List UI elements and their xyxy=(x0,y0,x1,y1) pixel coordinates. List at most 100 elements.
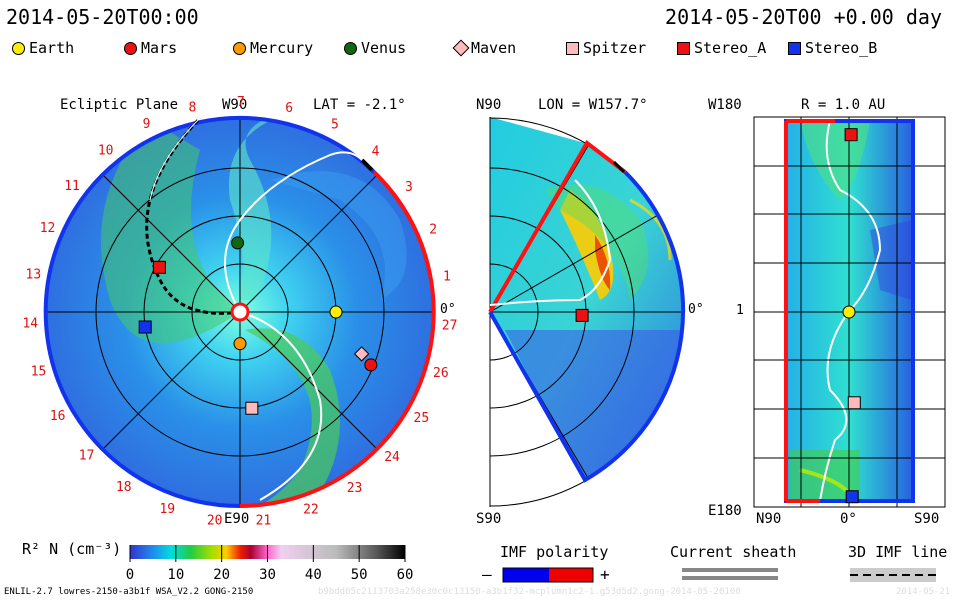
watermark: b9bdd05c2113703a258e30c0c13150-a3b1f32-m… xyxy=(318,587,741,597)
stereo-a-marker xyxy=(844,128,858,142)
legend-venus: Venus xyxy=(344,38,406,58)
colorbar-tick-label: 10 xyxy=(167,567,184,583)
radial-bottom-left-label: E180 xyxy=(708,503,742,519)
sector-tick-label: 15 xyxy=(31,364,47,379)
sector-tick-label: 10 xyxy=(98,144,114,159)
sector-tick-label: 17 xyxy=(79,448,95,463)
model-info: ENLIL-2.7 lowres-2150-a3b1f WSA_V2.2 GON… xyxy=(4,587,254,597)
current-sheath-title: Current sheath xyxy=(670,543,797,561)
spitzer-marker xyxy=(245,401,259,415)
radial-mid-left-label: 1 xyxy=(736,303,744,318)
sector-tick-label: 24 xyxy=(384,450,400,465)
colorbar-label: R² N (cm⁻³) xyxy=(22,540,122,558)
ecliptic-bottom-label: E90 xyxy=(224,511,250,527)
sector-tick-label: 19 xyxy=(159,502,175,517)
sector-tick-label: 25 xyxy=(414,411,430,426)
mars-marker-icon xyxy=(124,41,137,55)
timestamp-left: 2014-05-20T00:00 xyxy=(6,5,199,29)
venus-marker xyxy=(231,236,245,250)
stereo-b-marker xyxy=(845,490,859,504)
meridional-lon-label: LON = W157.7° xyxy=(538,97,648,113)
sector-tick-label: 6 xyxy=(285,101,293,116)
current-sheath-swatch xyxy=(682,568,778,572)
radial-x-tick-0: 0° xyxy=(840,511,857,527)
mercury-marker xyxy=(233,337,247,351)
radial-x-tick-n90: N90 xyxy=(756,511,782,527)
meridional-top-label: N90 xyxy=(476,97,502,113)
sector-tick-label: 22 xyxy=(303,503,319,518)
sector-tick-label: 2 xyxy=(429,223,437,238)
spitzer-marker xyxy=(847,396,861,410)
colorbar-tick-label: 50 xyxy=(351,567,368,583)
stereo-b-marker-icon xyxy=(788,41,801,55)
radial-r-label: R = 1.0 AU xyxy=(801,97,886,113)
sector-tick-label: 13 xyxy=(26,268,42,283)
ecliptic-top-label: W90 xyxy=(222,97,248,113)
imf-line-title: 3D IMF line xyxy=(848,543,948,561)
sector-tick-label: 7 xyxy=(237,95,245,110)
radial-x-tick-s90: S90 xyxy=(914,511,940,527)
sector-tick-label: 8 xyxy=(188,100,196,115)
colorbar-tick-label: 30 xyxy=(259,567,276,583)
imf-positive-swatch xyxy=(549,568,593,582)
stereo-b-marker xyxy=(138,320,152,334)
ecliptic-title: Ecliptic Plane xyxy=(60,97,179,113)
legend-stereo-a: Stereo_A xyxy=(677,38,766,58)
spitzer-marker-icon xyxy=(566,41,579,55)
venus-marker-icon xyxy=(344,41,357,55)
sector-tick-label: 4 xyxy=(372,145,380,160)
meridional-bottom-label: S90 xyxy=(476,511,502,527)
imf-polarity-title: IMF polarity xyxy=(500,543,609,561)
sector-tick-label: 26 xyxy=(433,366,449,381)
sector-tick-label: 14 xyxy=(22,316,38,331)
maven-marker xyxy=(353,346,370,362)
sector-tick-label: 1 xyxy=(443,269,451,284)
earth-marker xyxy=(329,305,343,319)
ecliptic-panel xyxy=(43,116,436,508)
stereo-a-marker-icon xyxy=(677,41,690,55)
colorbar-ticks: 0 10 20 30 40 50 60 xyxy=(126,545,414,583)
radial-bodies xyxy=(842,128,861,504)
meridional-bodies xyxy=(575,308,589,322)
sun-marker-icon xyxy=(230,302,250,322)
sector-tick-label: 18 xyxy=(116,480,132,495)
sector-tick-label: 23 xyxy=(347,481,363,496)
colorbar-tick-label: 40 xyxy=(305,567,322,583)
sector-tick-label: 9 xyxy=(143,117,151,132)
radial-top-left-label: W180 xyxy=(708,97,742,113)
sector-tick-label: 21 xyxy=(256,514,272,529)
meridional-right-label: 0° xyxy=(688,302,704,317)
mars-marker xyxy=(364,358,378,372)
watermark-date: 2014-05-21 xyxy=(896,587,951,597)
sector-tick-label: 16 xyxy=(50,409,66,424)
stereo-a-marker xyxy=(152,260,166,274)
sector-tick-label: 3 xyxy=(405,180,413,195)
earth-marker-icon xyxy=(12,41,25,55)
ecliptic-lat-label: LAT = -2.1° xyxy=(313,97,406,113)
sector-tick-label: 12 xyxy=(40,221,56,236)
legend-spitzer: Spitzer xyxy=(566,38,646,58)
meridional-panel xyxy=(488,117,686,507)
mercury-marker-icon xyxy=(233,41,246,55)
earth-marker xyxy=(842,305,856,319)
legend-stereo-b: Stereo_B xyxy=(788,38,877,58)
colorbar-tick-label: 60 xyxy=(397,567,414,583)
colorbar-tick-label: 0 xyxy=(126,567,134,583)
sector-tick-label: 27 xyxy=(442,318,458,333)
ecliptic-bodies xyxy=(138,236,378,415)
sector-tick-label: 11 xyxy=(64,179,80,194)
ecliptic-right-label: 0° xyxy=(440,302,456,317)
imf-plus-label: + xyxy=(600,565,610,584)
legend-mercury: Mercury xyxy=(233,38,313,58)
sector-tick-label: 20 xyxy=(207,513,223,528)
imf-negative-swatch xyxy=(503,568,549,582)
colorbar-tick-label: 20 xyxy=(213,567,230,583)
stereo-a-marker xyxy=(575,308,589,322)
imf-minus-label: – xyxy=(482,565,492,584)
legend-mars: Mars xyxy=(124,38,177,58)
sector-tick-label: 5 xyxy=(331,118,339,133)
legend-earth: Earth xyxy=(12,38,74,58)
timestamp-right: 2014-05-20T00 +0.00 day xyxy=(665,5,942,29)
